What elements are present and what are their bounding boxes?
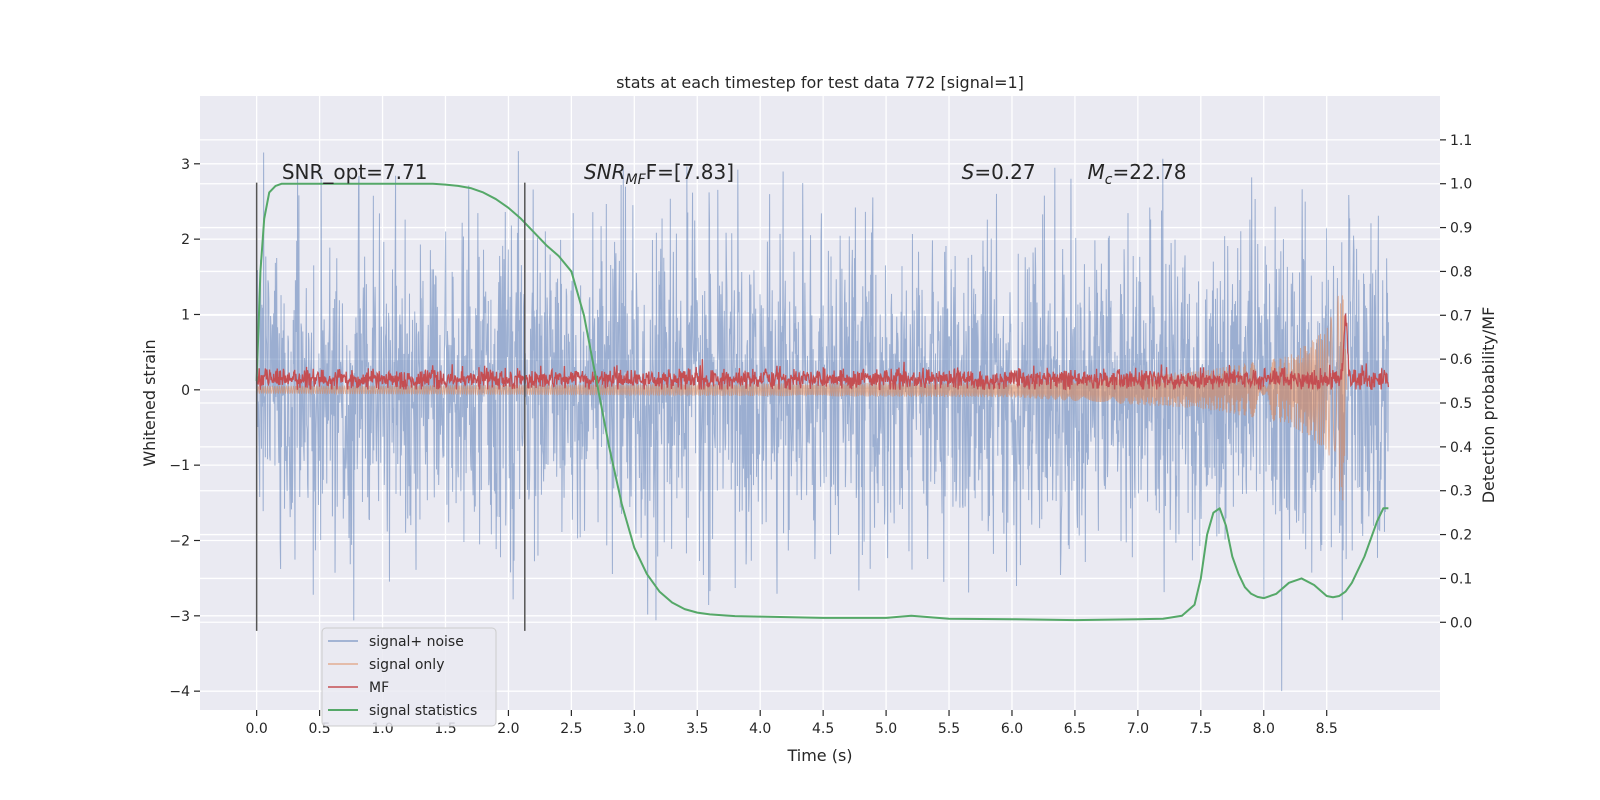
y2-tick-label: 0.8 — [1450, 264, 1472, 280]
x-tick-label: 4.0 — [749, 721, 771, 737]
annotation-symbol: SNR — [584, 160, 626, 184]
y2-tick-label: 0.9 — [1450, 221, 1472, 237]
annotation: Mc=22.78 — [1088, 160, 1187, 188]
y-tick-label: −3 — [169, 609, 190, 625]
x-tick-label: 0.0 — [246, 721, 268, 737]
series-signal-statistics — [255, 182, 1389, 622]
y-tick-label: 3 — [181, 157, 190, 173]
y2-tick-label: 0.0 — [1450, 615, 1472, 631]
chart-title: stats at each timestep for test data 772… — [616, 73, 1024, 92]
annotation-subscript: MF — [626, 172, 647, 188]
x-tick-label: 5.0 — [875, 721, 897, 737]
y2-tick-label: 0.7 — [1450, 308, 1472, 324]
annotation: SNR_opt=7.71 — [282, 160, 428, 184]
annotations: SNR_opt=7.71 SNRMFF=[7.83] S=0.27 Mc=22.78 — [282, 160, 1187, 188]
x-tick-label: 6.0 — [1001, 721, 1023, 737]
annotation-subscript: c — [1105, 172, 1113, 188]
annotation-value: F=[7.83] — [646, 160, 734, 184]
x-tick-label: 2.0 — [497, 721, 519, 737]
y-tick-label: −1 — [169, 458, 190, 474]
legend-label: signal+ noise — [369, 634, 464, 650]
annotation-symbol: S — [962, 160, 975, 184]
x-tick-label: 8.5 — [1316, 721, 1338, 737]
legend-label: signal statistics — [369, 703, 477, 719]
y2-tick-label: 0.5 — [1450, 396, 1472, 412]
legend: signal+ noise signal only MF signal statist… — [321, 627, 497, 727]
annotation-symbol: M — [1088, 160, 1105, 184]
series-signal-only — [256, 295, 1348, 501]
y2-tick-label: 0.2 — [1450, 528, 1472, 544]
y2-tick-label: 0.1 — [1450, 571, 1472, 587]
y-tick-label: −4 — [169, 684, 190, 700]
x-tick-label: 8.0 — [1253, 721, 1275, 737]
y-axis-label: Whitened strain — [140, 339, 159, 466]
legend-label: MF — [369, 680, 389, 696]
x-tick-label: 7.5 — [1190, 721, 1212, 737]
y2-tick-label: 1.1 — [1450, 133, 1472, 149]
x-tick-label: 7.0 — [1127, 721, 1149, 737]
y2-tick-label: 0.4 — [1450, 440, 1472, 456]
series-layer — [255, 151, 1390, 692]
y2-tick-label: 1.0 — [1450, 177, 1472, 193]
y-tick-label: 2 — [181, 232, 190, 248]
annotation-value: =0.27 — [974, 160, 1035, 184]
y-tick-label: −2 — [169, 533, 190, 549]
y-tick-label: 0 — [181, 383, 190, 399]
y2-axis-label: Detection probability/MF — [1479, 307, 1498, 504]
vertical-markers — [255, 182, 526, 631]
x-tick-label: 6.5 — [1064, 721, 1086, 737]
y2-tick-label: 0.6 — [1450, 352, 1472, 368]
annotation: SNRMFF=[7.83] — [584, 160, 734, 188]
y-tick-label: 1 — [181, 307, 190, 323]
y2-tick-label: 0.3 — [1450, 484, 1472, 500]
legend-box — [321, 627, 497, 727]
axes: −4 −3 −2 −1 0 1 2 3 0.0 0.1 0.2 0.3 0.4 0.5 0.6 0.7 0.8 0… — [169, 133, 1472, 737]
x-axis-label: Time (s) — [786, 746, 852, 765]
series-mf — [256, 312, 1390, 391]
legend-label: signal only — [369, 657, 444, 673]
x-tick-label: 2.5 — [560, 721, 582, 737]
annotation: S=0.27 — [962, 160, 1036, 184]
x-tick-label: 4.5 — [812, 721, 834, 737]
x-tick-label: 3.5 — [686, 721, 708, 737]
x-tick-label: 5.5 — [938, 721, 960, 737]
annotation-value: =22.78 — [1112, 160, 1186, 184]
x-tick-label: 3.0 — [623, 721, 645, 737]
